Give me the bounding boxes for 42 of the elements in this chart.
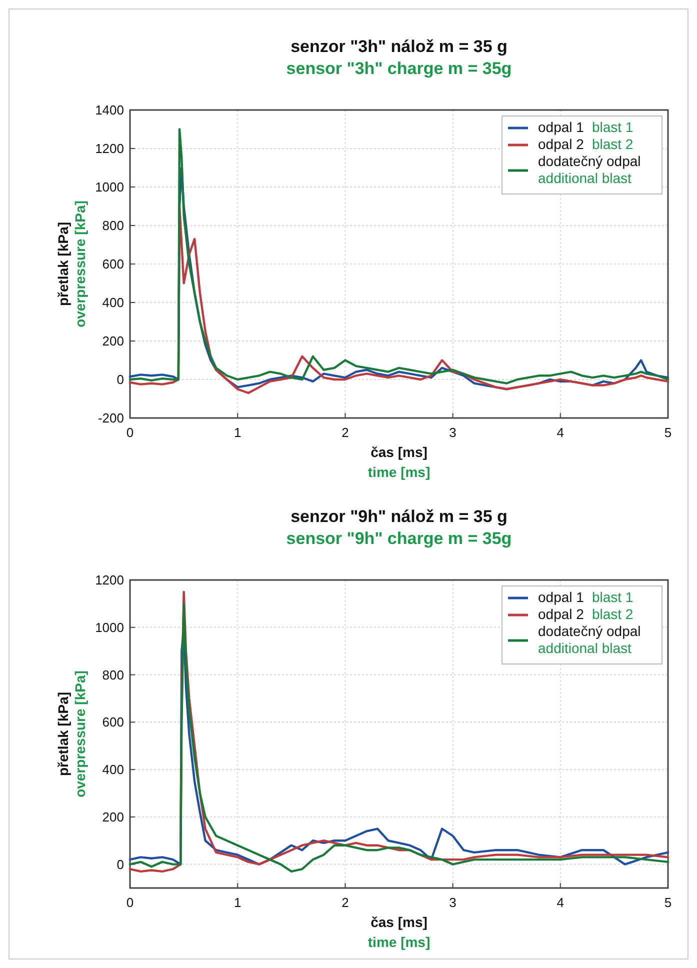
x-tick-label: 0 <box>126 895 134 910</box>
x-tick-label: 1 <box>234 425 242 440</box>
y-tick-label: 200 <box>102 809 124 824</box>
chart-subtitle: sensor "9h" charge m = 35g <box>286 529 512 548</box>
legend-label: odpal 1 blast 1 <box>538 119 634 135</box>
x-tick-label: 3 <box>449 425 456 440</box>
y-tick-label: 800 <box>102 218 124 233</box>
y-tick-label: 1400 <box>95 102 124 118</box>
x-tick-label: 1 <box>234 895 242 910</box>
y-tick-label: 0 <box>116 856 124 872</box>
y-tick-label: 1200 <box>95 572 124 588</box>
chart-subtitle: sensor "3h" charge m = 35g <box>286 59 512 78</box>
y-tick-label: 800 <box>102 667 124 682</box>
x-tick-label: 2 <box>342 895 349 910</box>
x-tick-label: 5 <box>664 425 672 440</box>
y-tick-label: 1200 <box>95 141 124 156</box>
legend-label: odpal 2 blast 2 <box>538 136 634 152</box>
x-tick-label: 0 <box>126 425 134 440</box>
chart-title: senzor "9h" nálož m = 35 g <box>290 507 508 526</box>
x-tick-label: 3 <box>449 895 456 910</box>
y-axis-title: přetlak [kPa] overpressure [kPa] <box>55 200 88 328</box>
y-tick-label: 400 <box>102 762 124 778</box>
x-tick-label: 2 <box>342 425 349 440</box>
legend-label: dodatečný odpal additional blast <box>538 153 641 186</box>
x-axis-title: čas [ms] time [ms] <box>368 444 430 480</box>
y-tick-label: 600 <box>102 714 124 730</box>
x-tick-label: 4 <box>556 425 564 440</box>
y-tick-label: 0 <box>116 372 124 387</box>
legend-label: odpal 1 blast 1 <box>538 589 634 605</box>
chart-title: senzor "3h" nálož m = 35 g <box>290 37 508 56</box>
y-tick-label: 1000 <box>95 180 124 194</box>
y-tick-label: 1000 <box>95 620 124 635</box>
y-tick-label: -200 <box>98 410 124 426</box>
y-tick-label: 400 <box>102 295 124 310</box>
y-tick-label: 200 <box>102 334 124 348</box>
y-tick-label: 600 <box>102 256 124 272</box>
x-tick-label: 5 <box>664 895 672 910</box>
legend-label: odpal 2 blast 2 <box>538 606 634 622</box>
x-axis-title: čas [ms] time [ms] <box>368 914 430 950</box>
y-axis-title: přetlak [kPa] overpressure [kPa] <box>55 670 88 798</box>
legend-label: dodatečný odpal additional blast <box>538 623 641 656</box>
x-tick-label: 4 <box>556 895 564 910</box>
